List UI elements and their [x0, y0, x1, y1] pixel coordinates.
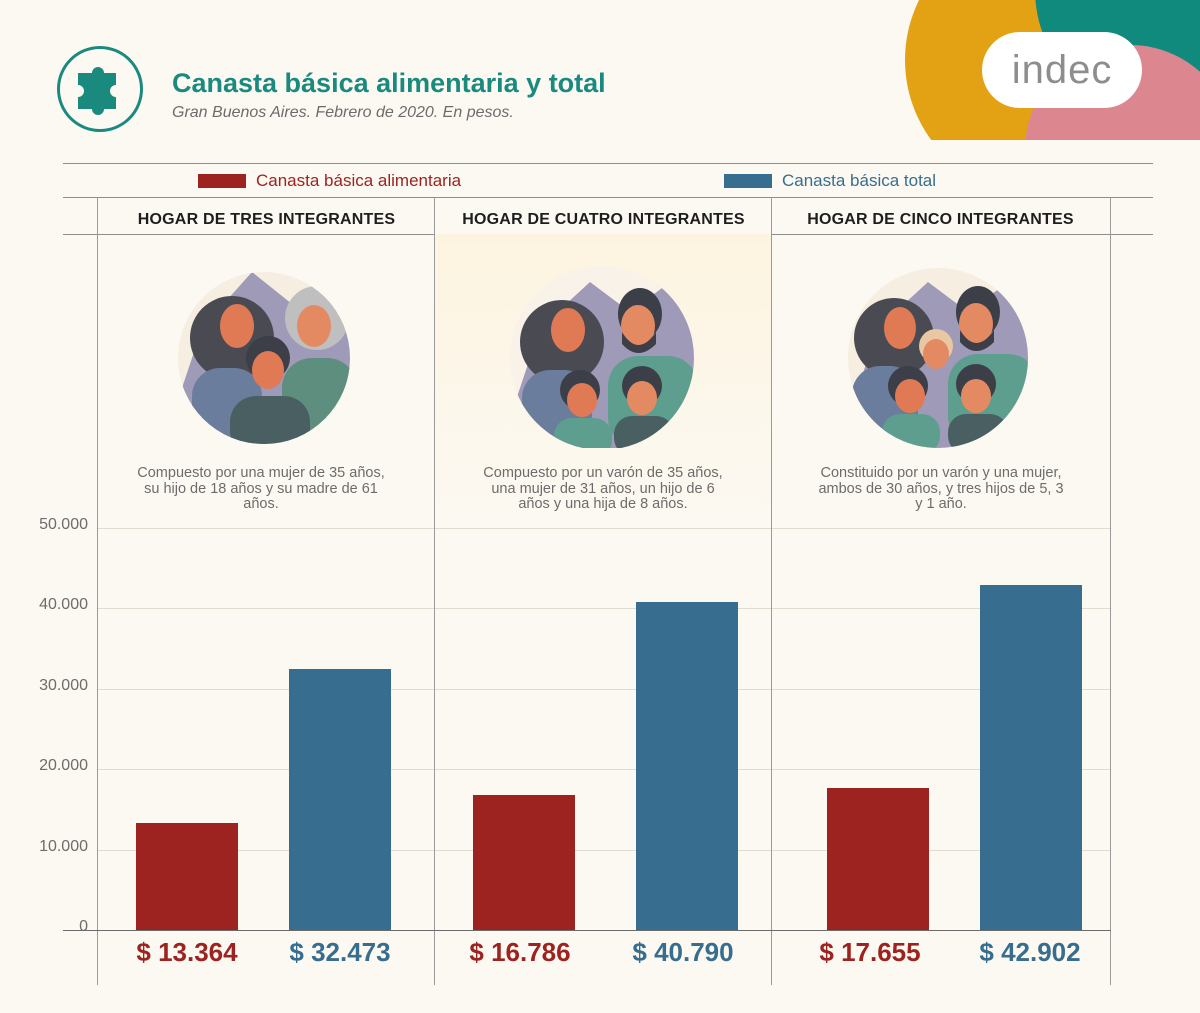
chart-baseline	[63, 930, 1111, 931]
value-label-food-household-5: $ 17.655	[819, 937, 921, 967]
separator-left	[97, 197, 98, 985]
description-household-3: Compuesto por una mujer de 35 años, su h…	[137, 465, 385, 512]
legend-total-swatch	[724, 174, 772, 188]
bar-food-household-4	[473, 795, 575, 930]
separator-2	[771, 197, 772, 985]
y-tick-label: 0	[79, 918, 88, 935]
family-illustration	[178, 272, 350, 444]
gridline	[98, 608, 1110, 610]
bar-total-household-4	[636, 602, 738, 930]
bar-total-household-5	[980, 585, 1082, 930]
gridline	[98, 769, 1110, 771]
logo-text: indec	[1011, 47, 1113, 92]
header-household-4: HOGAR DE CUATRO INTEGRANTES	[462, 211, 745, 228]
value-label-total-household-4: $ 40.790	[632, 937, 734, 967]
header-household-5: HOGAR DE CINCO INTEGRANTES	[807, 211, 1074, 228]
frame-line-legend	[63, 197, 1153, 198]
gridline	[98, 849, 1110, 851]
y-tick-label: 20.000	[39, 757, 88, 775]
legend-food: Canasta básica alimentaria	[198, 171, 461, 191]
legend-total-label: Canasta básica total	[782, 171, 937, 190]
value-label-food-household-4: $ 16.786	[469, 937, 571, 967]
bar-food-household-5	[827, 788, 929, 930]
value-label-food-household-3: $ 13.364	[136, 937, 238, 967]
page-title: Canasta básica alimentaria y total	[172, 68, 606, 98]
legend-food-swatch	[198, 174, 246, 188]
value-label-total-household-3: $ 32.473	[289, 937, 391, 967]
description-household-4: Compuesto por un varón de 35 años, una m…	[483, 465, 723, 512]
legend-food-label: Canasta básica alimentaria	[256, 171, 462, 190]
gridline	[98, 688, 1110, 690]
y-tick-label: 50.000	[39, 516, 88, 533]
description-household-5: Constituido por un varón y una mujer, am…	[818, 465, 1064, 512]
frame-line-top	[63, 163, 1153, 164]
y-tick-label: 40.000	[39, 596, 88, 614]
bar-total-household-3	[289, 668, 391, 930]
separator-right	[1110, 197, 1111, 985]
separator-1	[434, 197, 435, 985]
gridline	[98, 528, 1110, 529]
page-subtitle: Gran Buenos Aires. Febrero de 2020. En p…	[172, 104, 514, 121]
puzzle-badge	[57, 46, 143, 132]
family-illustration-5	[848, 268, 1028, 448]
y-tick-label: 10.000	[39, 837, 88, 855]
family-illustration-4	[510, 266, 694, 448]
header-household-3: HOGAR DE TRES INTEGRANTES	[137, 211, 396, 228]
legend-total: Canasta básica total	[724, 171, 936, 191]
y-tick-label: 30.000	[39, 676, 88, 694]
bar-food-household-3	[136, 822, 238, 930]
value-label-total-household-5: $ 42.902	[979, 937, 1081, 967]
indec-logo: indec	[982, 32, 1142, 108]
puzzle-icon	[78, 67, 116, 115]
